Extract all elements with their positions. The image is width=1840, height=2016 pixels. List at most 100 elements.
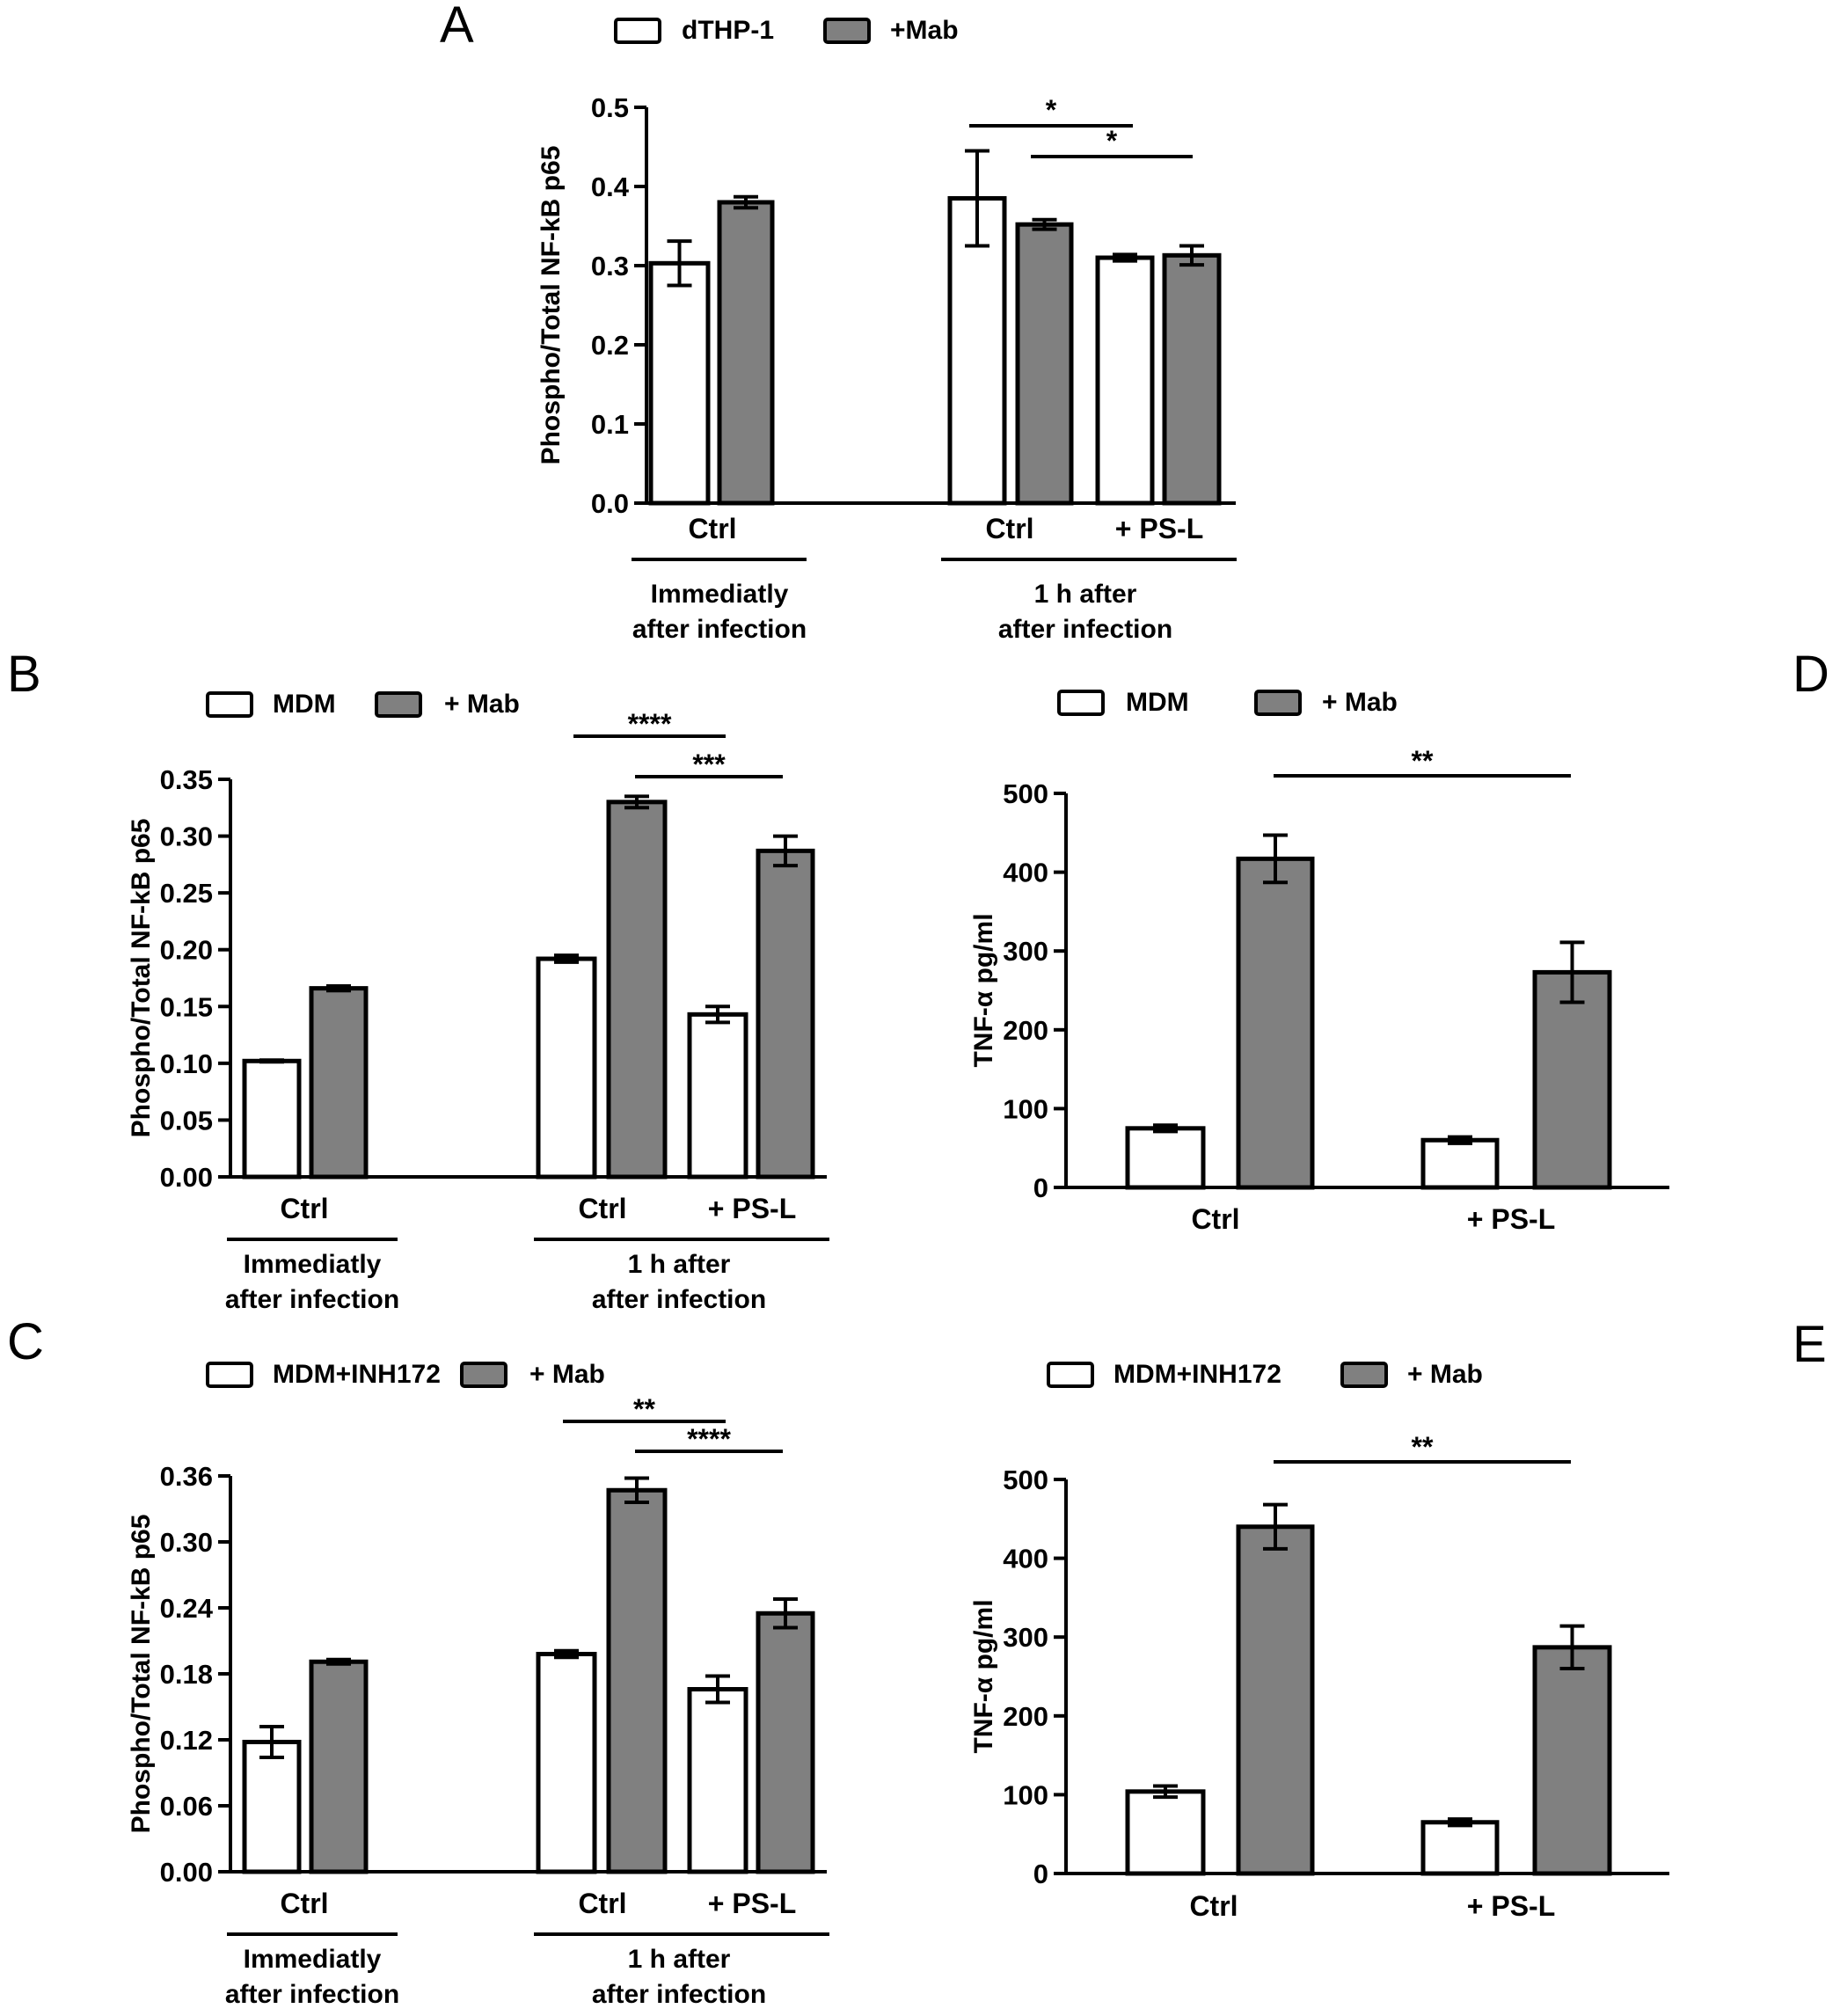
y-tick-label: 300 [1003,936,1048,967]
panel-letter: A [440,0,474,54]
y-tick-label: 0.5 [591,92,629,123]
significance-stars: * [1046,94,1057,126]
y-tick-label: 0.36 [160,1461,213,1492]
y-tick-label: 400 [1003,1544,1048,1574]
y-tick-label: 0.00 [160,1162,213,1193]
category-label: Ctrl [280,1193,328,1224]
y-tick-label: 400 [1003,858,1048,888]
category-label: Ctrl [280,1888,328,1919]
y-tick-label: 0.35 [160,764,213,795]
bar [242,1740,302,1874]
y-tick-label: 200 [1003,1701,1048,1732]
legend-swatch [1254,690,1302,716]
group-label: 1 h after [628,1250,731,1279]
bar [1015,222,1074,506]
y-tick-label: 0.30 [160,1527,213,1558]
legend-swatch [375,691,422,718]
y-tick-label: 0 [1033,1172,1048,1203]
bar [242,1058,302,1180]
bar [606,1487,668,1874]
bar [1532,969,1612,1190]
y-tick-label: 0.30 [160,822,213,852]
bar [687,1687,748,1874]
bar [606,800,668,1180]
legend-label: dTHP-1 [682,16,774,45]
panel-letter: B [7,646,41,703]
legend-swatch [1057,690,1105,716]
y-tick-label: 0.2 [591,330,629,361]
bar [1162,252,1222,506]
category-label: + PS-L [1115,513,1203,544]
bar [717,200,775,506]
y-axis-label: Phospho/Total NF-kB p65 [537,146,566,465]
panel-d: D MDM + Mab 0 100 200 300 400 500 TNF-α pg/ml Ctrl… [969,646,1829,1235]
y-tick-label: 100 [1003,1093,1048,1124]
legend-label: + Mab [1407,1360,1483,1389]
y-tick-label: 0.05 [160,1105,213,1136]
legend-label: MDM [1126,688,1189,717]
legend-swatch [614,18,661,44]
y-tick-label: 0.0 [591,488,629,519]
category-label: Ctrl [1189,1890,1238,1922]
panel-letter: E [1793,1316,1827,1373]
panel-letter: C [7,1313,44,1370]
bar [536,956,597,1180]
legend-label: MDM+INH172 [1113,1360,1281,1389]
bar [1125,1126,1206,1190]
y-tick-label: 200 [1003,1015,1048,1046]
legend-label: + Mab [1322,688,1398,717]
group-label: after infection [592,1285,766,1314]
y-tick-label: 0.3 [591,251,629,281]
group-label: after infection [592,1980,766,2009]
y-tick-label: 0.12 [160,1725,213,1756]
y-axis-label: TNF-α pg/ml [969,1599,998,1753]
category-label: + PS-L [1467,1203,1555,1235]
y-tick-label: 0.18 [160,1659,213,1690]
bar [1095,255,1155,506]
y-axis-label: Phospho/Total NF-kB p65 [127,1515,156,1834]
category-label: Ctrl [985,513,1033,544]
y-tick-label: 0.20 [160,935,213,966]
y-tick-label: 0.15 [160,991,213,1022]
category-label: Ctrl [688,513,736,544]
category-label: + PS-L [708,1888,796,1919]
category-label: Ctrl [1191,1203,1239,1235]
y-tick-label: 0.10 [160,1048,213,1079]
bar [947,196,1007,506]
category-label: Ctrl [578,1888,626,1919]
category-label: + PS-L [708,1193,796,1224]
significance-stars: ** [1412,1431,1434,1463]
legend-swatch [460,1362,507,1388]
y-axis-label: TNF-α pg/ml [969,913,998,1067]
y-tick-label: 500 [1003,778,1048,809]
bar [1532,1645,1612,1876]
group-label: after infection [632,615,807,644]
bar [1236,856,1315,1190]
bar [756,848,815,1180]
legend-swatch [206,1362,253,1388]
group-label: after infection [225,1980,399,2009]
bar [1125,1789,1206,1876]
panel-b: B MDM + Mab 0.00 0.05 0.10 0.15 0.20 0.25 0.30 0.3… [7,646,829,1314]
significance-stars: ** [633,1393,655,1425]
group-label: Immediatly [244,1250,382,1279]
y-tick-label: 500 [1003,1465,1048,1495]
bar [1236,1524,1315,1876]
category-label: + PS-L [1467,1890,1555,1922]
bar [687,1012,748,1180]
legend-label: + Mab [529,1360,605,1389]
y-tick-label: 0 [1033,1859,1048,1889]
y-tick-label: 0.24 [160,1593,214,1624]
bar [1420,1820,1500,1876]
panel-c: C MDM+INH172 + Mab 0.00 0.06 0.12 0.18 0.24 0.30… [7,1313,829,2009]
significance-stars: ** [1412,745,1434,777]
y-tick-label: 0.4 [591,172,630,202]
legend-label: MDM+INH172 [273,1360,441,1389]
y-tick-label: 0.1 [591,409,629,440]
group-label: 1 h after [628,1945,731,1974]
panel-e: E MDM+INH172 + Mab 0 100 200 300 400 500 TNF-α pg… [969,1316,1827,1922]
group-label: Immediatly [244,1945,382,1974]
legend-swatch [206,691,253,718]
legend-swatch [1047,1362,1094,1388]
